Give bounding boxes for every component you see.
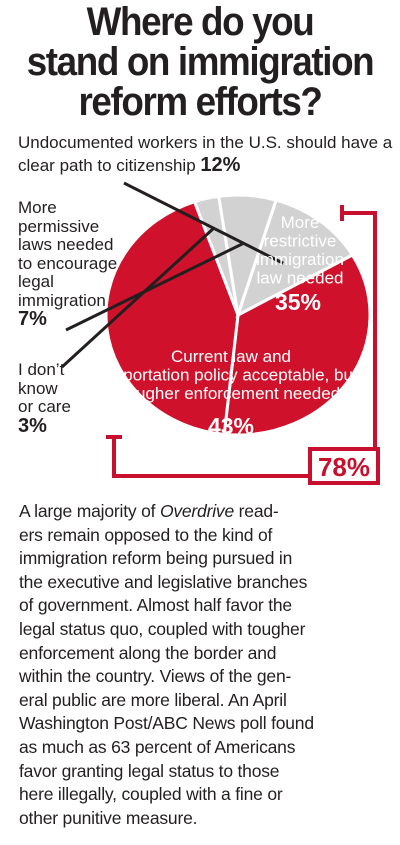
body-line: the executive and legislative branches [19, 571, 308, 592]
label-path-text: clear path to citizenship [18, 156, 196, 175]
combined-box [308, 447, 380, 485]
label-dontknow-line: I don’t [18, 360, 65, 379]
label-permissive-pct: 7% [18, 308, 47, 330]
leader-line-permissive [65, 241, 245, 332]
body-line: A large majority of Overdrive read- [19, 500, 354, 524]
label-restrictive-line: restrictive [264, 232, 337, 251]
body-line1-em: Overdrive [159, 501, 234, 521]
label-dontknow-line: or care [18, 397, 71, 416]
body-line: ers remain opposed to the kind of [19, 524, 273, 545]
body-line: Washington Post/ABC News poll found [19, 713, 314, 734]
body-line: eral public are more liberal. An April [19, 689, 287, 710]
label-permissive: More permissive laws needed to encourage… [18, 198, 118, 330]
leader-line-dontknow [60, 226, 216, 369]
bracket-top [340, 205, 377, 449]
body-line: immigration reform being pursued in [19, 548, 293, 569]
bracket-bottom [106, 435, 310, 478]
label-restrictive-line: immigration [256, 250, 344, 269]
body-line: within the country. Views of the gen- [19, 666, 292, 687]
label-current-pct: 43% [208, 413, 254, 439]
pie-slice-4 [235, 198, 355, 319]
body-line: enforcement along the border and [19, 642, 277, 663]
label-permissive-line: legal [18, 272, 54, 291]
body-line: of government. Almost half favor the [19, 595, 292, 616]
label-permissive-line: laws needed [18, 235, 114, 254]
label-current-line: deportation policy acceptable, but [104, 366, 358, 385]
combined-pct: 78% [318, 452, 370, 482]
label-current-line: tougher enforcement needed [122, 384, 340, 403]
pie-slice-1 [104, 199, 240, 436]
label-path-line1: Undocumented workers in the U.S. should … [18, 133, 393, 152]
page-title: Where do you stand on immigration reform… [16, 2, 384, 122]
label-permissive-line: immigration [18, 290, 106, 310]
label-permissive-line: to encourage [18, 253, 118, 273]
label-path-line2: clear path to citizenship 12% [18, 154, 241, 176]
label-dontknow-line: know [18, 378, 58, 398]
title-line: Where do you [86, 0, 315, 44]
body-line1-pre: A large majority of [19, 501, 160, 521]
body-line: as much as 63 percent of Americans [19, 736, 296, 757]
pie-slice-0 [222, 253, 372, 437]
label-current-line: Current law and [171, 347, 291, 366]
label-dontknow: I don’t know or care 3% [18, 360, 71, 437]
label-permissive-line: permissive [18, 216, 100, 236]
label-dontknow-pct: 3% [18, 414, 47, 437]
body-line1-post: read- [234, 501, 279, 521]
body-line: other punitive measure. [19, 807, 198, 828]
title-line: reform efforts? [78, 80, 322, 124]
label-restrictive-line: law needed [257, 269, 344, 288]
label-permissive-line: More [18, 198, 57, 217]
label-path-pct: 12% [200, 154, 241, 176]
title-line: stand on immigration [26, 40, 375, 84]
leader-line-path [123, 181, 284, 265]
label-restrictive-pct: 35% [275, 289, 321, 315]
body-line: favor granting legal status to those [19, 760, 280, 781]
body-line: legal status quo, coupled with tougher [19, 618, 306, 639]
body-text: A large majority of Overdrive read- ers … [19, 500, 354, 830]
body-line: here illegally, coupled with a fine or [19, 784, 283, 805]
label-restrictive-line: More [281, 213, 320, 232]
